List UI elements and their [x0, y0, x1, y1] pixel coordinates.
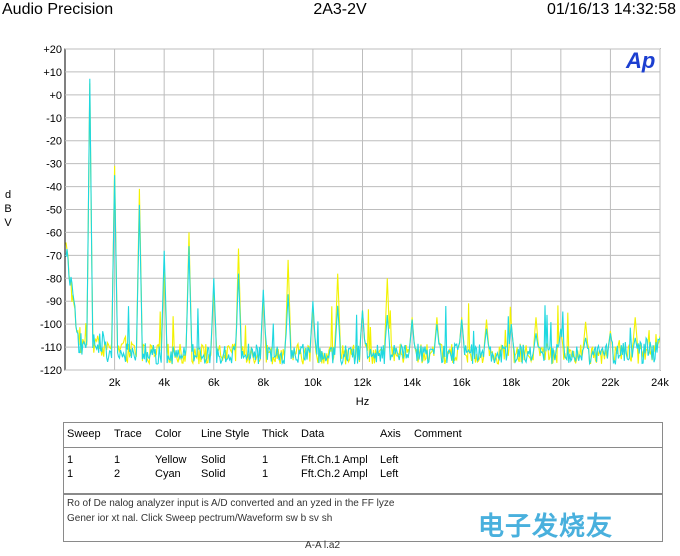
- legend-cell: Cyan: [155, 468, 181, 480]
- x-tick-label: 8k: [258, 377, 270, 389]
- page-footer: A-A l.a2: [305, 540, 341, 551]
- legend-header-cell: Axis: [380, 428, 401, 440]
- fft-chart: +20 +10 +0 -10 -20 -30 -40 -50 -60 -70 -80 -90 -100 -…: [4, 44, 670, 408]
- legend-cell: Solid: [201, 468, 226, 480]
- y-tick-label: -20: [46, 136, 62, 148]
- y-tick-label: -80: [46, 273, 62, 285]
- x-tick-label: 14k: [403, 377, 421, 389]
- legend-header-cell: Line Style: [201, 428, 250, 440]
- y-tick-label: -70: [46, 250, 62, 262]
- y-tick-label: -90: [46, 296, 62, 308]
- info-line-1: Ro of De nalog analyzer input is A/D con…: [67, 498, 395, 509]
- legend-cell: Fft.Ch.1 Ampl: [301, 454, 368, 466]
- legend-header-cell: Sweep: [67, 428, 101, 440]
- grid: [65, 48, 661, 371]
- watermark: 电子发烧友: [478, 511, 614, 541]
- x-tick-label: 2k: [109, 377, 121, 389]
- legend-cell: 1: [262, 468, 269, 480]
- x-axis-label: Hz: [356, 396, 369, 408]
- header-chart-title: 2A3-2V: [313, 1, 367, 18]
- legend-cell: 1: [67, 468, 74, 480]
- y-tick-label: -100: [40, 319, 62, 331]
- ap-logo: Ap: [626, 48, 656, 73]
- y-axis-label-letter: d: [5, 189, 11, 201]
- y-tick-labels: +20 +10 +0 -10 -20 -30 -40 -50 -60 -70 -80 -90 -100 -…: [40, 44, 62, 377]
- legend-cell: 1: [262, 454, 269, 466]
- x-tick-label: 18k: [502, 377, 520, 389]
- legend-cell: 1: [67, 454, 74, 466]
- y-tick-label: +0: [49, 90, 62, 102]
- legend-cell: Left: [380, 454, 399, 466]
- legend-header-cell: Trace: [114, 428, 142, 440]
- header-app-name: Audio Precision: [2, 1, 114, 18]
- legend-header-cell: Thick: [262, 428, 289, 440]
- legend-cell: Left: [380, 468, 399, 480]
- y-axis-label-letter: V: [4, 217, 12, 229]
- legend-header-cell: Color: [155, 428, 182, 440]
- legend-header-cell: Data: [301, 428, 325, 440]
- x-tick-label: 24k: [651, 377, 669, 389]
- x-tick-label: 20k: [552, 377, 570, 389]
- x-tick-label: 22k: [602, 377, 620, 389]
- x-tick-label: 12k: [354, 377, 372, 389]
- y-tick-label: +20: [43, 44, 62, 56]
- series-group: [65, 78, 660, 366]
- x-tick-labels: 2k 4k 6k 8k 10k 12k 14k 16k 18k 20k 22k 24k: [109, 377, 670, 389]
- x-tick-label: 4k: [158, 377, 170, 389]
- y-tick-label: -120: [40, 365, 62, 377]
- y-tick-label: -30: [46, 159, 62, 171]
- y-tick-label: -50: [46, 205, 62, 217]
- info-line-2: Gener ior xt nal. Click Sweep pectrum/Wa…: [67, 513, 333, 524]
- y-tick-label: +10: [43, 67, 62, 79]
- y-tick-label: -110: [41, 342, 62, 354]
- series-line-2: [65, 78, 660, 366]
- legend-cell: 1: [114, 454, 121, 466]
- legend-cell: 2: [114, 468, 121, 480]
- y-tick-label: -40: [46, 182, 62, 194]
- legend-cell: Fft.Ch.2 Ampl: [301, 468, 368, 480]
- header-timestamp: 01/16/13 14:32:58: [546, 1, 676, 18]
- y-tick-label: -60: [46, 227, 62, 239]
- x-tick-label: 16k: [453, 377, 471, 389]
- info-panel: Ro of De nalog analyzer input is A/D con…: [63, 494, 663, 542]
- legend-header-row: Sweep Trace Color Line Style Thick Data Axis Co…: [64, 423, 662, 448]
- legend-table: Sweep Trace Color Line Style Thick Data Axis Co…: [63, 422, 663, 494]
- x-tick-label: 6k: [208, 377, 220, 389]
- x-tick-label: 10k: [304, 377, 322, 389]
- y-axis-label-letter: B: [4, 203, 11, 215]
- legend-cell: Yellow: [155, 454, 187, 466]
- legend-header-cell: Comment: [414, 428, 462, 440]
- legend-cell: Solid: [201, 454, 226, 466]
- y-tick-label: -10: [46, 113, 62, 125]
- y-axis-label: dBV: [4, 189, 12, 229]
